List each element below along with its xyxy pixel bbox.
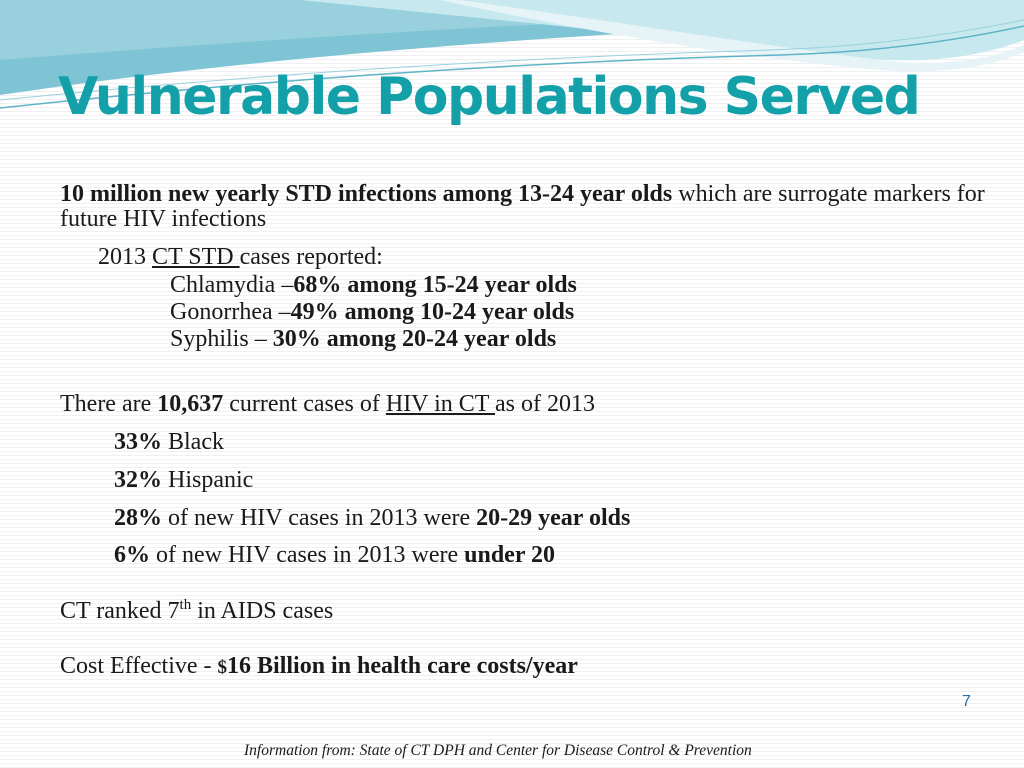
hiv-stat-text: of new HIV cases in 2013 were (150, 542, 465, 568)
cost-effective-line: Cost Effective - $16 Billion in health c… (60, 653, 578, 679)
hiv-stat-pct: 6% (114, 542, 150, 568)
hiv-stat-emphasis: 20-29 year olds (476, 505, 631, 531)
hiv-stat-emphasis: under 20 (464, 542, 556, 568)
cost-dollar-sign: $ (217, 657, 228, 678)
std-intro-emphasis: 10 million new yearly STD infections amo… (60, 181, 673, 207)
hiv-text-post: as of 2013 (494, 391, 595, 417)
std-intro-paragraph: 10 million new yearly STD infections amo… (60, 182, 1000, 232)
hiv-cases-line: There are 10,637 current cases of HIV in… (60, 391, 595, 417)
aids-ranking-line: CT ranked 7th in AIDS cases (60, 597, 334, 625)
hiv-stat-pct: 33% (114, 429, 162, 455)
std-item-stat: 49% among 10-24 year olds (290, 299, 575, 325)
hiv-case-count: 10,637 (157, 391, 224, 417)
hiv-stat-text: Black (162, 429, 224, 455)
hiv-stat-pct: 28% (114, 505, 162, 531)
hiv-stat-black: 33% Black (114, 429, 224, 455)
slide-title: Vulnerable Populations Served (58, 67, 921, 127)
aids-text-post: in AIDS cases (191, 598, 334, 624)
hiv-text-mid: current cases of (223, 391, 386, 417)
std-item-gonorrhea: Gonorrhea –49% among 10-24 year olds (170, 299, 574, 325)
std-item-chlamydia: Chlamydia –68% among 15-24 year olds (170, 272, 577, 298)
aids-text-pre: CT ranked 7 (60, 598, 180, 624)
hiv-in-ct-link[interactable]: HIV in CT (385, 391, 495, 417)
header-swoosh-decoration (0, 0, 1024, 109)
std-intro-text: which are surrogate markers for future H… (60, 181, 985, 232)
aids-ordinal-suffix: th (179, 597, 192, 613)
std-item-syphilis: Syphilis – 30% among 20-24 year olds (170, 326, 556, 352)
hiv-stat-text: of new HIV cases in 2013 were (162, 505, 477, 531)
std-item-label: Gonorrhea – (170, 299, 291, 325)
ct-std-link[interactable]: CT STD (152, 244, 240, 270)
slide-number: 7 (962, 693, 971, 710)
hiv-stat-age-20-29: 28% of new HIV cases in 2013 were 20-29 … (114, 505, 630, 531)
std-item-label: Chlamydia – (170, 272, 294, 298)
hiv-stat-under-20: 6% of new HIV cases in 2013 were under 2… (114, 542, 555, 568)
hiv-stat-pct: 32% (114, 467, 162, 493)
hiv-stat-text: Hispanic (162, 467, 254, 493)
std-2013-suffix: cases reported: (239, 244, 383, 270)
std-item-stat: 68% among 15-24 year olds (293, 272, 577, 298)
std-item-label: Syphilis – (170, 326, 273, 352)
cost-text-pre: Cost Effective - (60, 653, 218, 679)
std-2013-prefix: 2013 (98, 244, 152, 270)
cost-emphasis: 16 Billion in health care costs/year (227, 653, 578, 679)
hiv-text-pre: There are (60, 391, 158, 417)
footer-source-note: Information from: State of CT DPH and Ce… (244, 742, 752, 759)
std-2013-heading: 2013 CT STD cases reported: (98, 244, 383, 270)
std-item-stat: 30% among 20-24 year olds (272, 326, 557, 352)
hiv-stat-hispanic: 32% Hispanic (114, 467, 253, 493)
